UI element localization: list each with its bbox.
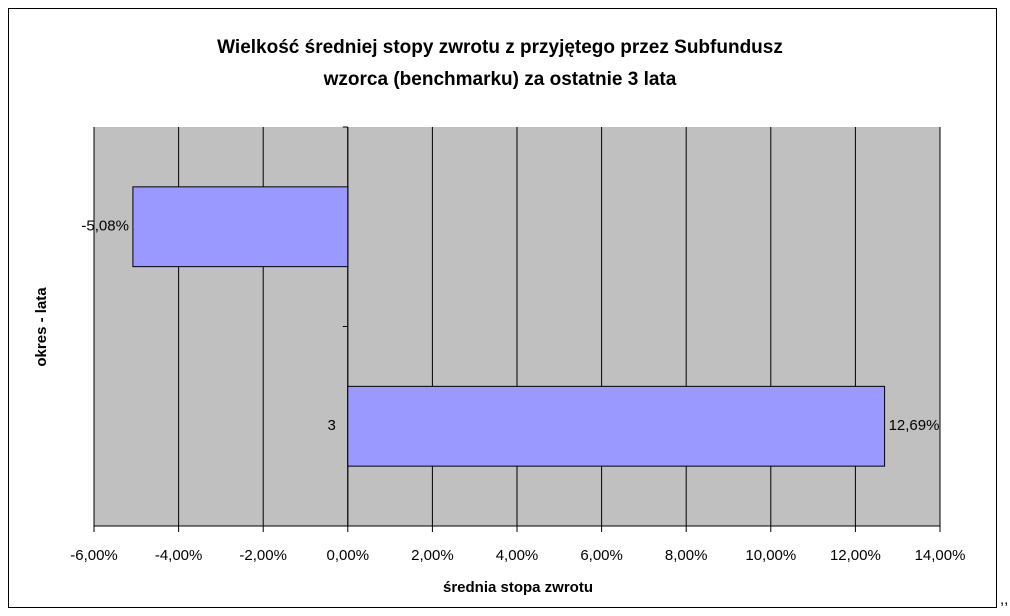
x-tick-label: 8,00% xyxy=(665,547,708,564)
x-tick-label: -4,00% xyxy=(155,547,203,564)
footnote: ,, xyxy=(1000,591,1008,608)
chart-title: wzorca (benchmarku) za ostatnie 3 lata xyxy=(323,69,677,90)
data-label: 12,69% xyxy=(889,417,940,434)
x-tick-label: 4,00% xyxy=(496,547,539,564)
bar xyxy=(347,385,886,467)
x-tick-label: 14,00% xyxy=(915,547,966,564)
x-tick-label: 12,00% xyxy=(830,547,881,564)
x-axis-label: średnia stopa zwrotu xyxy=(443,579,593,596)
y-axis-label: okres - lata xyxy=(33,287,50,367)
x-tick-label: 10,00% xyxy=(745,547,796,564)
chart-title: Wielkość średniej stopy zwrotu z przyjęt… xyxy=(217,37,783,58)
x-tick-label: -2,00% xyxy=(239,547,287,564)
x-tick-label: 0,00% xyxy=(327,547,370,564)
y-tick-label: 3 xyxy=(327,417,335,434)
x-tick-label: 6,00% xyxy=(580,547,623,564)
bar xyxy=(132,186,349,268)
x-tick-label: 2,00% xyxy=(411,547,454,564)
data-label: -5,08% xyxy=(81,218,129,235)
x-tick-label: -6,00% xyxy=(70,547,118,564)
